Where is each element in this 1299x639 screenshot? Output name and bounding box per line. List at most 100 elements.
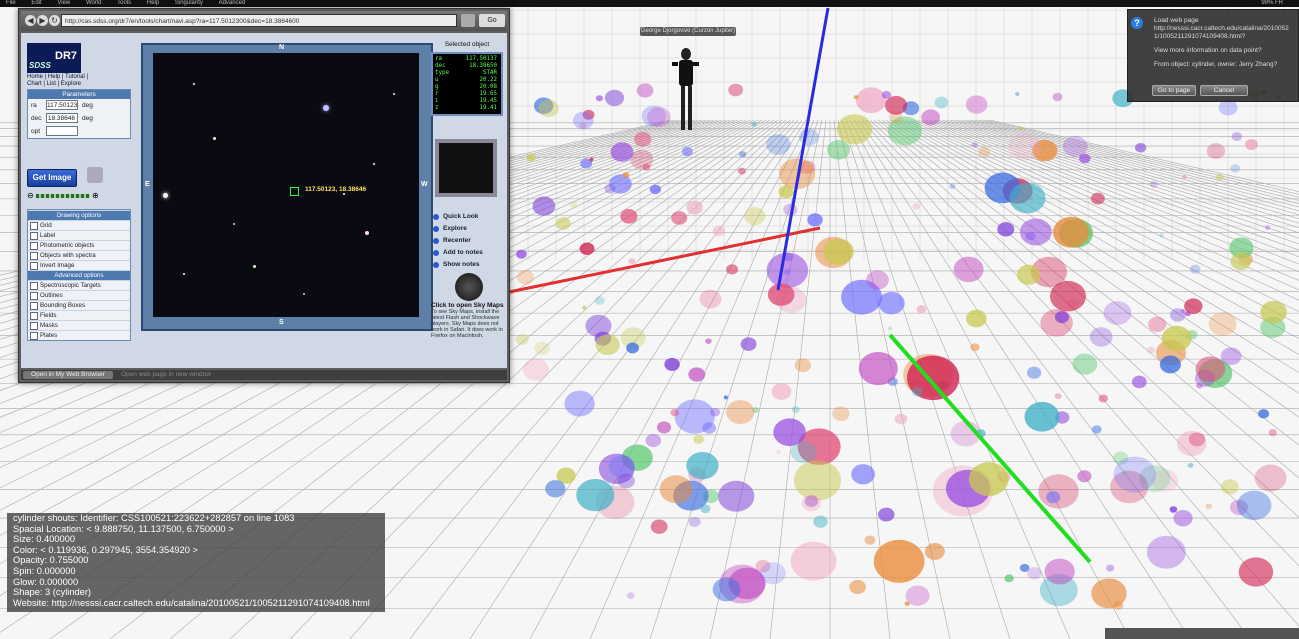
table-row: u 20.22: [435, 77, 497, 83]
go-to-page-button[interactable]: Go to page: [1152, 85, 1196, 96]
sky-maps-link[interactable]: Click to open Sky Maps: [431, 302, 504, 309]
data-point: [894, 413, 908, 425]
option-label[interactable]: Label: [28, 230, 130, 240]
data-point: [538, 99, 559, 118]
forward-icon[interactable]: ▶: [37, 15, 48, 26]
dec-input[interactable]: 18.38646: [46, 113, 78, 123]
option-spectroscopic-targets[interactable]: Spectroscopic Targets: [28, 280, 130, 290]
sky-map-icon[interactable]: [455, 273, 483, 301]
data-point: [576, 478, 615, 512]
data-point: [582, 109, 595, 120]
data-point: [609, 174, 632, 194]
logo-title: DR7: [55, 50, 78, 62]
opt-input[interactable]: [46, 126, 78, 136]
data-point: [1066, 298, 1079, 310]
data-point: [1151, 469, 1179, 492]
data-point: [515, 333, 529, 345]
option-masks[interactable]: Masks: [28, 320, 130, 330]
target-marker: [290, 187, 299, 196]
data-point: [617, 473, 635, 489]
data-point: [794, 358, 812, 373]
menu-file[interactable]: File: [6, 0, 16, 6]
cancel-button[interactable]: Cancel: [1200, 85, 1248, 96]
data-point: [1026, 366, 1042, 379]
drawing-options-panel: Drawing options Grid Label Photometric o…: [27, 209, 131, 341]
data-point: [878, 291, 905, 315]
open-in-browser-button[interactable]: Open in My Web Browser: [23, 371, 113, 379]
option-plates[interactable]: Plates: [28, 330, 130, 340]
menu-singularity[interactable]: Singularity: [174, 0, 203, 6]
data-point: [693, 434, 705, 444]
option-fields[interactable]: Fields: [28, 310, 130, 320]
recenter-link[interactable]: Recenter: [433, 235, 507, 247]
menu-tools[interactable]: Tools: [117, 0, 132, 6]
dropdown-icon[interactable]: [461, 14, 475, 27]
get-image-button[interactable]: Get Image: [27, 169, 77, 187]
data-point: [873, 539, 925, 583]
data-point: [570, 202, 578, 209]
option-grid[interactable]: Grid: [28, 220, 130, 230]
show-notes-link[interactable]: Show notes: [433, 259, 507, 271]
compass-west: W: [421, 181, 428, 188]
compass-east: E: [145, 181, 150, 188]
explore-link[interactable]: Explore: [433, 223, 507, 235]
sky-image[interactable]: 117.50123, 18.38646: [153, 53, 419, 317]
data-point: [1208, 312, 1237, 336]
option-bounding-boxes[interactable]: Bounding Boxes: [28, 300, 130, 310]
option-outlines[interactable]: Outlines: [28, 290, 130, 300]
data-point: [1196, 382, 1203, 389]
zoom-slider[interactable]: ⊖ ⊕: [27, 191, 101, 201]
table-row: r 19.65: [435, 91, 497, 97]
menu-help[interactable]: Help: [146, 0, 160, 6]
object-thumbnail[interactable]: [435, 139, 497, 197]
add-to-notes-link[interactable]: Add to notes: [433, 247, 507, 259]
data-point: [911, 386, 923, 397]
zoom-out-icon[interactable]: ⊖: [27, 191, 34, 200]
menu-advanced[interactable]: Advanced: [218, 0, 246, 6]
data-point: [1049, 280, 1086, 312]
data-point: [723, 395, 728, 400]
data-point: [534, 341, 550, 356]
data-point: [1231, 131, 1243, 141]
reload-icon[interactable]: ↻: [49, 15, 60, 26]
menu-world[interactable]: World: [85, 0, 102, 6]
data-point: [579, 242, 595, 256]
go-button[interactable]: Go: [479, 14, 505, 27]
data-point: [595, 95, 603, 102]
compass-south: S: [279, 319, 284, 326]
quick-look-link[interactable]: Quick Look: [433, 211, 507, 223]
data-point: [1038, 474, 1079, 509]
avatar-figure: [672, 48, 699, 130]
data-point: [1138, 465, 1171, 492]
chat-line: Glow: 0.000000: [13, 576, 79, 587]
data-point: [826, 139, 851, 160]
zoom-in-icon[interactable]: ⊕: [92, 191, 99, 200]
data-point: [832, 406, 850, 422]
data-point: [1254, 464, 1287, 492]
data-point: [968, 462, 1009, 496]
data-point: [1019, 563, 1030, 572]
data-point: [1187, 462, 1194, 468]
data-point: [737, 167, 746, 175]
url-input[interactable]: http://cas.sdss.org/dr7/en/tools/chart/n…: [61, 14, 457, 27]
option-photometric[interactable]: Photometric objects: [28, 240, 130, 250]
data-point: [853, 95, 859, 100]
zoom-track[interactable]: [36, 194, 90, 198]
data-point: [1238, 557, 1274, 587]
data-point: [717, 480, 755, 512]
data-point: [686, 451, 719, 480]
ra-input[interactable]: 117.50123: [46, 100, 78, 110]
option-spectra[interactable]: Objects with spectra: [28, 250, 130, 260]
sdss-top-links[interactable]: Home | Help | Tutorial | Chart | List | …: [27, 74, 89, 87]
data-point: [1220, 479, 1239, 495]
data-point: [620, 209, 638, 224]
dialog-question: View more information on data point?: [1154, 47, 1262, 54]
data-point: [1258, 409, 1270, 419]
menu-view[interactable]: View: [57, 0, 71, 6]
option-invert[interactable]: Invert Image: [28, 260, 130, 270]
menu-edit[interactable]: Edit: [31, 0, 42, 6]
back-icon[interactable]: ◀: [25, 15, 36, 26]
print-icon[interactable]: [87, 167, 103, 183]
data-point: [532, 196, 556, 216]
bottom-toolbar[interactable]: [1105, 628, 1299, 639]
